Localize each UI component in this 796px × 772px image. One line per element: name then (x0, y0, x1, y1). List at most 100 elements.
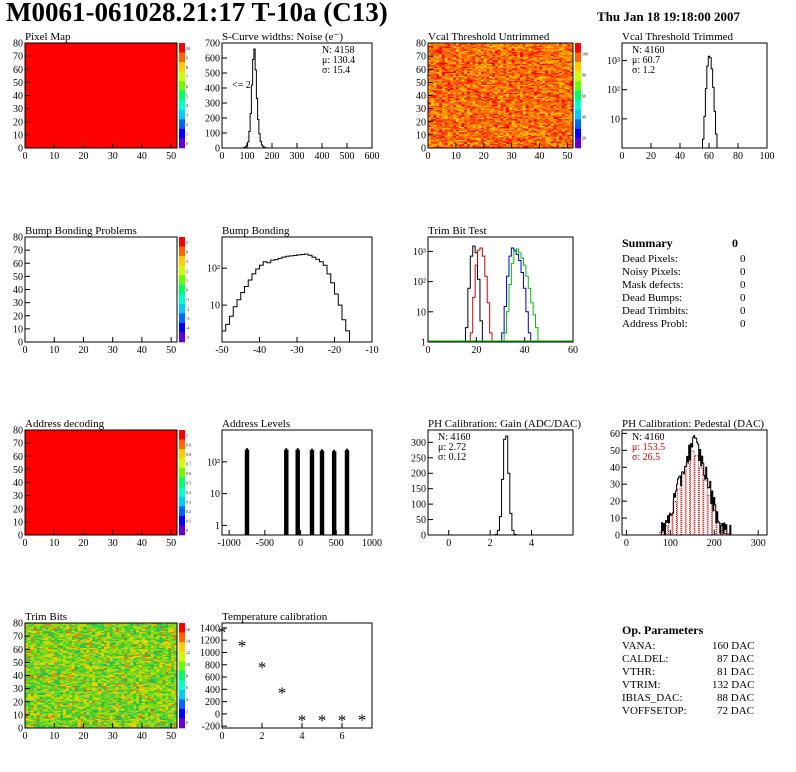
heatmap-cell (508, 70, 512, 73)
heatmap-cell (447, 128, 451, 130)
heatmap-cell (506, 54, 510, 57)
heatmap-cell (528, 74, 532, 77)
heatmap-cell (545, 113, 549, 116)
heatmap-cell (430, 62, 434, 65)
heatmap-cell (564, 67, 568, 70)
heatmap-cell (564, 109, 568, 112)
heatmap-cell (561, 83, 565, 86)
histogram-line (222, 448, 350, 536)
heatmap-cell (550, 127, 554, 129)
heatmap-cell (458, 46, 462, 49)
heatmap-cell (436, 96, 440, 99)
heatmap-cell (517, 78, 521, 81)
heatmap-cell (480, 108, 485, 111)
heatmap-cell (472, 45, 476, 48)
heatmap-cell (559, 128, 563, 130)
heatmap-cell (564, 44, 568, 46)
heatmap-cell (86, 630, 90, 633)
heatmap-cell (492, 107, 496, 109)
heatmap-cell (480, 116, 485, 119)
heatmap-cell (461, 85, 465, 87)
heatmap-cell (168, 623, 172, 625)
heatmap-cell (511, 43, 515, 45)
heatmap-cell (550, 96, 554, 99)
heatmap-cell (436, 56, 440, 58)
heatmap-cell (54, 628, 58, 630)
heatmap-cell (559, 121, 563, 124)
heatmap-cell (475, 58, 479, 61)
heatmap-cell (447, 108, 451, 111)
heatmap-cell (533, 90, 538, 92)
heatmap-cell (497, 87, 501, 90)
heatmap-cell (475, 98, 479, 100)
heatmap-cell (497, 86, 501, 88)
heatmap-cell (494, 95, 499, 98)
heatmap-cell (550, 57, 554, 60)
heatmap-cell (547, 48, 551, 50)
heatmap-cell (486, 82, 490, 84)
heatmap-cell (559, 44, 563, 46)
heatmap-cell (556, 48, 560, 50)
heatmap-cell (492, 66, 496, 69)
heatmap-cell (444, 73, 448, 75)
heatmap-cell (503, 112, 507, 115)
heatmap-cell (430, 146, 434, 149)
heatmap-cell (441, 133, 446, 136)
heatmap-cell (511, 64, 515, 66)
heatmap-cell (517, 64, 521, 66)
heatmap-cell (436, 142, 440, 145)
heatmap-cell (522, 65, 526, 67)
heatmap-cell (450, 65, 454, 67)
heatmap-cell (461, 129, 465, 132)
heatmap-cell (545, 102, 549, 104)
heatmap-cell (36, 626, 40, 629)
heatmap-cell (506, 121, 510, 124)
heatmap-cell (428, 66, 432, 69)
heatmap-cell (497, 45, 501, 48)
heatmap-cell (564, 52, 568, 54)
heatmap-cell (547, 77, 551, 79)
heatmap-cell (567, 138, 571, 141)
heatmap-cell (564, 48, 568, 50)
heatmap-cell (511, 69, 515, 71)
heatmap-cell (520, 91, 524, 94)
heatmap-cell (520, 133, 524, 136)
heatmap-cell (478, 44, 482, 46)
heatmap-cell (57, 632, 61, 634)
heatmap-cell (522, 109, 526, 112)
heatmap-cell (469, 141, 473, 144)
heatmap-cell (486, 142, 490, 145)
heatmap-cell (472, 141, 476, 144)
heatmap-cell (447, 104, 451, 107)
heatmap-cell (503, 100, 507, 103)
heatmap-cell (559, 109, 563, 112)
heatmap-cell (121, 632, 125, 634)
heatmap-cell (511, 108, 515, 111)
heatmap-cell (483, 132, 487, 134)
heatmap-cell (464, 120, 468, 123)
heatmap-cell (520, 70, 524, 73)
heatmap-cell (469, 137, 473, 140)
heatmap-cell (525, 100, 529, 103)
heatmap-cell (531, 90, 535, 92)
heatmap-cell (528, 53, 532, 56)
heatmap-cell (439, 70, 443, 73)
heatmap-cell (472, 129, 476, 132)
heatmap-cell (141, 623, 146, 625)
heatmap-cell (531, 130, 535, 133)
heatmap-cell (441, 145, 446, 147)
heatmap-cell (478, 83, 482, 86)
heatmap-cell (506, 85, 510, 87)
heatmap-cell (506, 88, 510, 91)
heatmap-cell (428, 52, 432, 54)
heatmap-cell (511, 94, 515, 96)
heatmap-cell (559, 104, 563, 107)
heatmap-cell (494, 146, 499, 149)
heatmap-cell (525, 132, 529, 134)
heatmap-cell (461, 103, 465, 105)
heatmap-cell (517, 99, 521, 102)
heatmap-cell (492, 125, 496, 128)
heatmap-cell (567, 54, 571, 57)
heatmap-cell (494, 64, 499, 66)
heatmap-cell (500, 111, 504, 113)
